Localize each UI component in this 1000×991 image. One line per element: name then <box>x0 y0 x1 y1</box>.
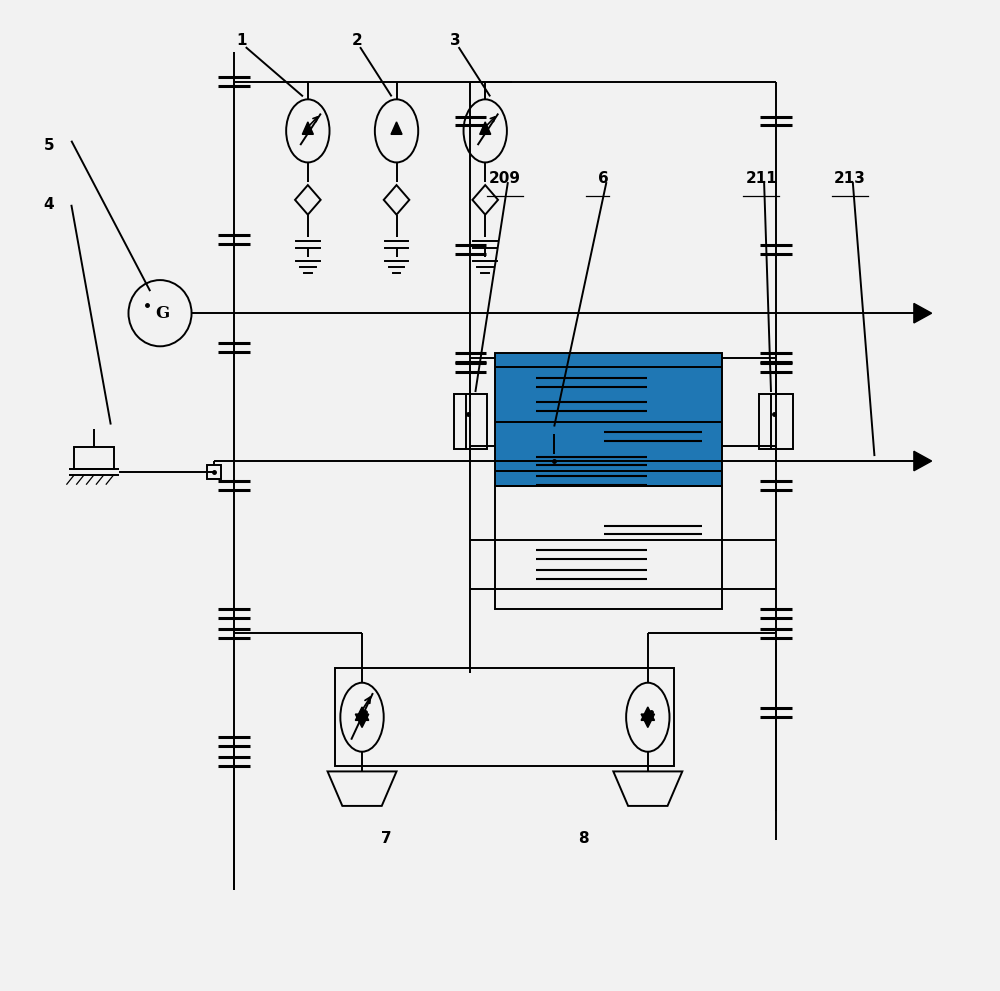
Polygon shape <box>641 715 655 727</box>
Bar <box>74 447 114 469</box>
Bar <box>495 353 722 486</box>
Text: 8: 8 <box>578 830 589 846</box>
Text: 6: 6 <box>598 170 609 185</box>
Polygon shape <box>914 451 932 471</box>
Bar <box>454 394 487 449</box>
Bar <box>495 486 722 608</box>
Text: 3: 3 <box>450 33 461 48</box>
Text: 211: 211 <box>745 170 777 185</box>
Text: 5: 5 <box>43 138 54 154</box>
Bar <box>547 454 561 468</box>
Text: 209: 209 <box>489 170 521 185</box>
Polygon shape <box>355 715 369 727</box>
Bar <box>759 394 793 449</box>
Polygon shape <box>391 122 402 135</box>
Polygon shape <box>355 707 369 720</box>
Bar <box>207 465 221 479</box>
Bar <box>335 668 674 766</box>
Text: 1: 1 <box>237 33 247 48</box>
Text: 4: 4 <box>43 197 54 212</box>
Text: G: G <box>155 304 169 322</box>
Text: 2: 2 <box>352 33 362 48</box>
Bar <box>495 353 722 486</box>
Text: 7: 7 <box>381 830 392 846</box>
Polygon shape <box>914 303 932 323</box>
Text: 213: 213 <box>834 170 866 185</box>
Polygon shape <box>480 122 491 135</box>
Polygon shape <box>302 122 313 135</box>
Polygon shape <box>641 707 655 720</box>
